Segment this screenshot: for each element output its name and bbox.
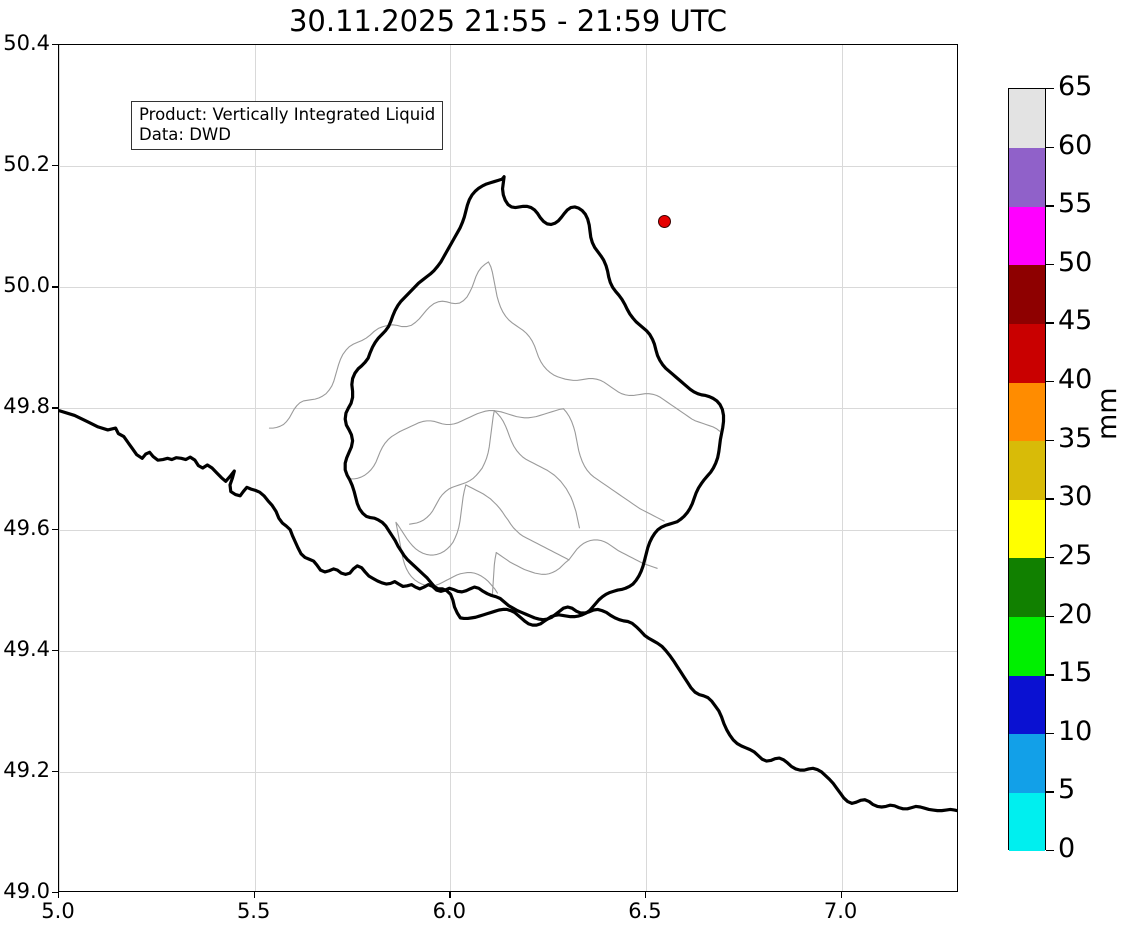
- colorbar-segment: [1009, 206, 1045, 266]
- x-tick-label: 6.0: [432, 899, 466, 923]
- colorbar-segment: [1009, 792, 1045, 852]
- y-tick-label: 50.0: [3, 273, 50, 298]
- colorbar-tick: [1046, 498, 1054, 500]
- gridline-vertical: [254, 45, 256, 891]
- marker-layer: [59, 45, 957, 891]
- colorbar-tick: [1046, 556, 1054, 559]
- grid-layer: [59, 45, 957, 891]
- colorbar-tick-label: 45: [1058, 305, 1093, 337]
- colorbar-unit-label: mm: [1092, 387, 1123, 440]
- gridline-vertical: [450, 45, 452, 891]
- info-product-line: Product: Vertically Integrated Liquid: [139, 105, 436, 124]
- y-tick: [52, 44, 58, 46]
- colorbar-tick: [1046, 439, 1054, 442]
- y-tick-label: 49.6: [3, 515, 50, 540]
- x-tick: [58, 892, 60, 898]
- colorbar-segment: [1009, 147, 1045, 207]
- y-tick-label: 50.2: [3, 152, 50, 177]
- x-tick-label: 6.5: [628, 899, 662, 923]
- colorbar-tick-label: 10: [1058, 715, 1093, 747]
- y-tick: [52, 770, 58, 773]
- y-tick: [52, 165, 58, 167]
- colorbar-tick: [1046, 732, 1054, 735]
- colorbar-tick-label: 30: [1058, 481, 1093, 513]
- y-tick: [52, 407, 58, 409]
- colorbar-tick-label: 15: [1058, 657, 1093, 689]
- gridline-vertical: [59, 45, 60, 891]
- colorbar-tick-label: 20: [1058, 598, 1093, 630]
- x-tick: [253, 892, 255, 898]
- colorbar-tick-label: 0: [1058, 833, 1076, 864]
- map-geometry-layer: [59, 175, 957, 813]
- gridline-vertical: [645, 45, 647, 891]
- map-plot-area[interactable]: Product: Vertically Integrated Liquid Da…: [58, 44, 958, 892]
- radar-site-marker[interactable]: [658, 214, 672, 228]
- info-data-line: Data: DWD: [139, 125, 231, 145]
- colorbar-tick: [1046, 205, 1054, 207]
- luxembourg-border: [343, 175, 726, 627]
- national-borders: [59, 408, 957, 813]
- x-tick: [449, 892, 451, 898]
- colorbar-segment: [1009, 675, 1045, 735]
- colorbar-segment: [1009, 616, 1045, 676]
- colorbar-tick: [1046, 263, 1054, 266]
- colorbar-tick: [1046, 615, 1054, 617]
- x-tick: [644, 892, 647, 898]
- y-tick: [52, 286, 58, 288]
- colorbar-tick: [1046, 322, 1054, 324]
- gridline-horizontal: [59, 287, 957, 289]
- gridline-horizontal: [59, 408, 957, 410]
- x-tick-label: 5.0: [41, 899, 75, 923]
- colorbar-tick: [1046, 791, 1054, 793]
- gridline-horizontal: [59, 771, 957, 773]
- x-tick-label: 5.5: [236, 899, 271, 923]
- colorbar-segment: [1009, 733, 1045, 793]
- colorbar-segment: [1009, 382, 1045, 442]
- x-tick: [840, 892, 842, 898]
- colorbar-segment: [1009, 499, 1045, 559]
- y-tick: [52, 528, 58, 530]
- canton-boundaries: [268, 261, 721, 596]
- colorbar-segment: [1009, 264, 1045, 324]
- colorbar-tick-label: 40: [1058, 364, 1093, 396]
- gridline-horizontal: [59, 529, 957, 531]
- product-info-box: Product: Vertically Integrated Liquid Da…: [131, 101, 444, 151]
- colorbar-segment: [1009, 440, 1045, 500]
- gridline-vertical: [841, 45, 843, 891]
- y-tick-label: 49.2: [3, 757, 50, 782]
- x-tick-label: 7.0: [823, 899, 858, 923]
- y-tick-label: 49.0: [3, 879, 50, 903]
- colorbar-tick-label: 25: [1058, 539, 1093, 571]
- colorbar-tick: [1046, 88, 1054, 90]
- colorbar-tick-label: 50: [1058, 246, 1093, 278]
- colorbar-tick-label: 55: [1058, 188, 1093, 220]
- y-tick-label: 49.4: [3, 636, 50, 661]
- colorbar-segment: [1009, 323, 1045, 383]
- colorbar-tick: [1046, 381, 1054, 383]
- y-tick-label: 50.4: [3, 31, 50, 55]
- colorbar-segment: [1009, 89, 1045, 149]
- colorbar-tick: [1046, 850, 1054, 852]
- y-tick: [52, 649, 58, 651]
- y-tick: [52, 892, 58, 894]
- gridline-horizontal: [59, 650, 957, 652]
- colorbar-tick: [1046, 674, 1054, 676]
- gridline-horizontal: [59, 166, 957, 168]
- colorbar-tick-label: 5: [1058, 774, 1076, 806]
- page-title: 30.11.2025 21:55 - 21:59 UTC: [288, 4, 728, 38]
- colorbar-segment: [1009, 557, 1045, 618]
- colorbar-tick-label: 60: [1058, 129, 1093, 161]
- colorbar-tick: [1046, 146, 1054, 148]
- y-tick-label: 49.8: [3, 394, 50, 419]
- colorbar-tick-label: 65: [1058, 71, 1093, 102]
- colorbar[interactable]: [1008, 88, 1046, 852]
- colorbar-tick-label: 35: [1058, 422, 1093, 454]
